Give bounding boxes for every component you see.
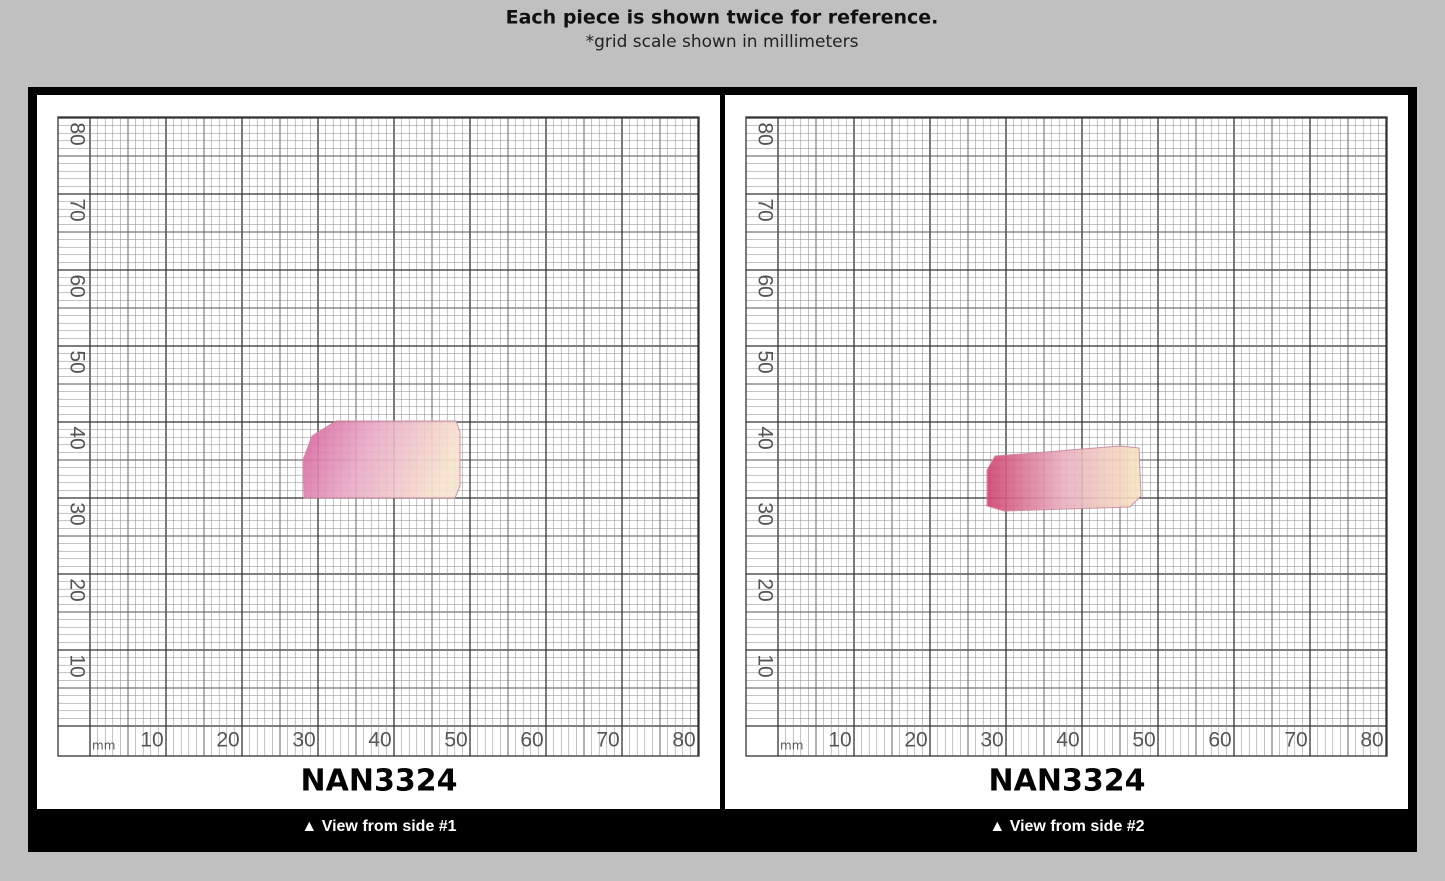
x-scale-label: 10 [140, 729, 163, 752]
x-scale-label: 80 [672, 729, 695, 752]
grid-border [745, 116, 1388, 757]
sample-id: NAN3324 [301, 764, 458, 799]
x-scale-label: 40 [1056, 729, 1079, 752]
x-scale-label: 80 [1360, 729, 1383, 752]
y-scale-label: 50 [65, 350, 88, 373]
y-scale-label: 10 [65, 654, 88, 677]
y-scale-label: 70 [753, 198, 776, 221]
y-scale-label: 30 [65, 502, 88, 525]
unit-label: mm [780, 739, 803, 753]
x-scale-label: 50 [1132, 729, 1155, 752]
y-scale-label: 60 [65, 274, 88, 297]
y-scale-label: 80 [753, 122, 776, 145]
x-scale-label: 20 [216, 729, 239, 752]
panels: mm 10 20 30 40 50 60 70 80 10 20 30 40 50 60 70 80 NAN332… [37, 95, 1408, 835]
y-scale-label: 20 [753, 578, 776, 601]
gemstone [986, 445, 1142, 512]
x-scale-label: 50 [444, 729, 467, 752]
subtitle: *grid scale shown in millimeters [586, 32, 859, 52]
y-scale-label: 30 [753, 502, 776, 525]
caption: ▲ View from side #2 [989, 818, 1144, 835]
y-scale-label: 60 [753, 274, 776, 297]
y-scale-label: 50 [753, 350, 776, 373]
x-scale-label: 60 [1208, 729, 1231, 752]
x-scale-label: 10 [828, 729, 851, 752]
sample-id: NAN3324 [989, 764, 1146, 799]
x-scale-label: 70 [596, 729, 619, 752]
x-scale-label: 30 [292, 729, 315, 752]
unit-label: mm [92, 739, 115, 753]
gemstone [302, 420, 461, 499]
y-scale-label: 20 [65, 578, 88, 601]
panel: mm 10 20 30 40 50 60 70 80 10 20 30 40 50 60 70 80 NAN332… [37, 95, 720, 835]
title: Each piece is shown twice for reference. [506, 7, 939, 29]
x-scale-label: 40 [368, 729, 391, 752]
x-scale-label: 70 [1284, 729, 1307, 752]
y-scale-label: 70 [65, 198, 88, 221]
caption: ▲ View from side #1 [301, 818, 456, 835]
grid-border [57, 116, 700, 757]
x-scale-label: 30 [980, 729, 1003, 752]
y-scale-label: 10 [753, 654, 776, 677]
y-scale-label: 80 [65, 122, 88, 145]
x-scale-label: 20 [904, 729, 927, 752]
y-scale-label: 40 [65, 426, 88, 449]
y-scale-label: 40 [753, 426, 776, 449]
x-scale-label: 60 [520, 729, 543, 752]
panel: mm 10 20 30 40 50 60 70 80 10 20 30 40 50 60 70 80 NAN332… [725, 95, 1408, 835]
